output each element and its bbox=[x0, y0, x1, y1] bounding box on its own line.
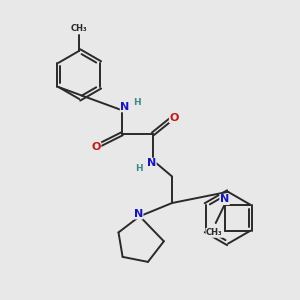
Text: H: H bbox=[135, 164, 142, 173]
Text: O: O bbox=[92, 142, 101, 152]
Text: CH₃: CH₃ bbox=[71, 24, 88, 33]
Text: H: H bbox=[134, 98, 141, 106]
Text: N: N bbox=[220, 194, 229, 205]
Text: N: N bbox=[120, 102, 130, 112]
Text: N: N bbox=[147, 158, 156, 168]
Text: N: N bbox=[134, 209, 143, 219]
Text: CH₃: CH₃ bbox=[206, 228, 223, 237]
Text: O: O bbox=[169, 112, 179, 123]
